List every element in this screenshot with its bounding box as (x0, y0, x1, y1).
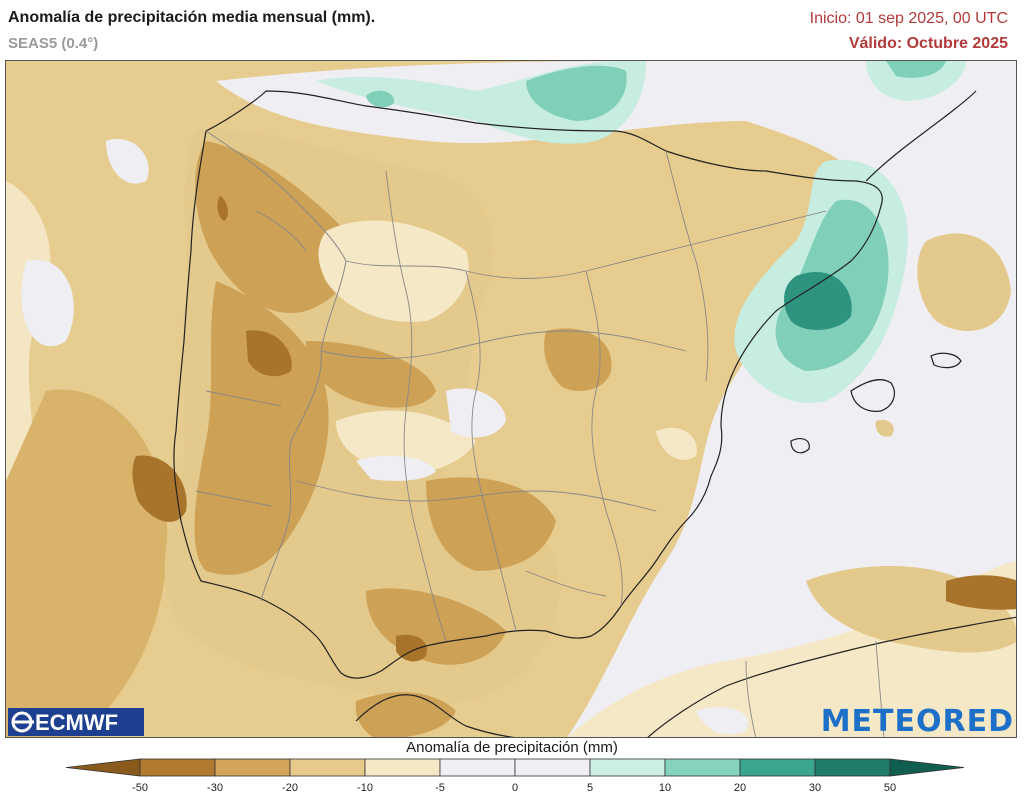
colorbar-tick-label: -20 (282, 782, 298, 794)
colorbar-tick-label: -10 (357, 782, 373, 794)
meteored-logo: METEORED (820, 704, 1014, 739)
colorbar-box (514, 758, 591, 777)
colorbar-title: Anomalía de precipitación (mm) (406, 739, 618, 756)
colorbar-tick-label: -5 (435, 782, 445, 794)
colorbar-extend-high (889, 758, 965, 777)
colorbar-box (289, 758, 366, 777)
colorbar-box (214, 758, 291, 777)
colorbar-extend-low (65, 758, 141, 777)
colorbar-box (364, 758, 441, 777)
colorbar: -50 -30 -20 -10 -5 0 5 10 20 30 50 (0, 755, 1024, 799)
colorbar-tick-label: -50 (132, 782, 148, 794)
precipitation-anomaly-map (5, 60, 1017, 738)
colorbar-tick-label: 50 (884, 782, 896, 794)
colorbar-box (589, 758, 666, 777)
colorbar-box (139, 758, 216, 777)
ecmwf-text: ECMWF (35, 710, 118, 735)
map-title: Anomalía de precipitación media mensual … (8, 9, 376, 26)
colorbar-tick-label: 5 (587, 782, 593, 794)
colorbar-tick-label: 10 (659, 782, 671, 794)
colorbar-tick-label: 0 (512, 782, 518, 794)
init-date: Inicio: 01 sep 2025, 00 UTC (809, 10, 1008, 27)
colorbar-tick-label: -30 (207, 782, 223, 794)
map-canvas (6, 61, 1016, 737)
colorbar-box (664, 758, 741, 777)
colorbar-box (814, 758, 891, 777)
colorbar-box (739, 758, 816, 777)
colorbar-tick-label: 30 (809, 782, 821, 794)
ecmwf-logo: ECMWF (8, 708, 144, 736)
colorbar-tick-label: 20 (734, 782, 746, 794)
colorbar-box (439, 758, 516, 777)
model-label: SEAS5 (0.4°) (8, 35, 99, 52)
valid-period: Válido: Octubre 2025 (848, 35, 1008, 52)
